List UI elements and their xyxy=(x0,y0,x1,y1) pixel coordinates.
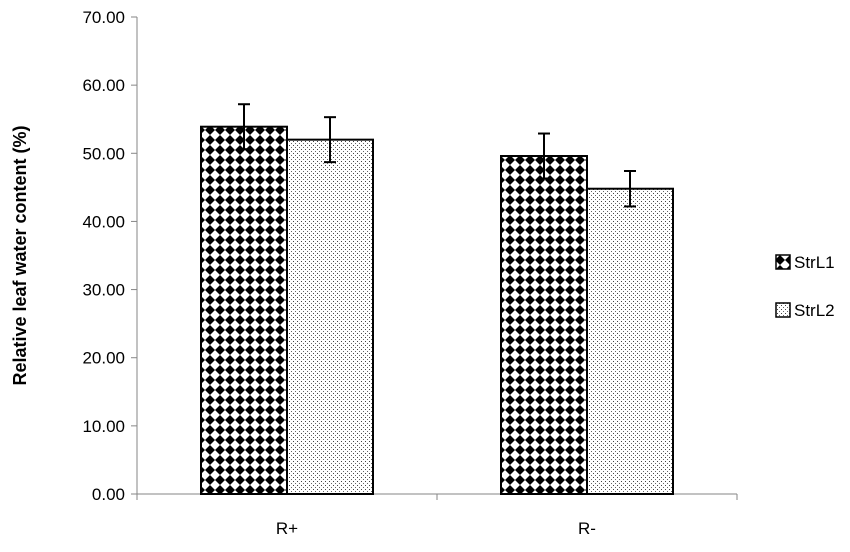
x-axis: R+ R- xyxy=(136,493,738,538)
y-tick-label: 10.00 xyxy=(82,417,125,436)
legend-label: StrL1 xyxy=(794,253,835,272)
bars-group xyxy=(200,125,674,496)
bar-strl1-1 xyxy=(500,155,588,496)
y-tick-label: 50.00 xyxy=(82,144,125,163)
error-bar-strl1-1 xyxy=(538,132,550,180)
y-tick-label: 70.00 xyxy=(82,8,125,27)
y-tick-label: 30.00 xyxy=(82,281,125,300)
error-bar-strl2-1 xyxy=(624,170,636,208)
bar-strl2-0 xyxy=(286,138,374,496)
error-bar-strl1-0 xyxy=(238,103,250,151)
error-bar-strl2-0 xyxy=(324,116,336,164)
legend-swatch xyxy=(775,254,791,270)
bar-strl2-1 xyxy=(586,187,674,495)
legend: StrL1 StrL2 xyxy=(775,253,835,320)
legend-swatch xyxy=(775,302,791,318)
x-tick-label: R+ xyxy=(276,519,298,538)
bar-strl1-0 xyxy=(200,125,288,496)
y-tick-label: 0.00 xyxy=(92,485,125,504)
legend-item-strl2: StrL2 xyxy=(775,301,835,320)
y-axis: 0.00 10.00 20.00 30.00 40.00 50.00 60.00 70.00 xyxy=(82,8,138,504)
x-tick-label: R- xyxy=(578,519,596,538)
legend-item-strl1: StrL1 xyxy=(775,253,835,272)
y-axis-title: Relative leaf water content (%) xyxy=(10,125,30,385)
legend-label: StrL2 xyxy=(794,301,835,320)
y-tick-label: 20.00 xyxy=(82,349,125,368)
y-tick-label: 40.00 xyxy=(82,212,125,231)
y-tick-label: 60.00 xyxy=(82,76,125,95)
error-bars-group xyxy=(238,103,636,208)
